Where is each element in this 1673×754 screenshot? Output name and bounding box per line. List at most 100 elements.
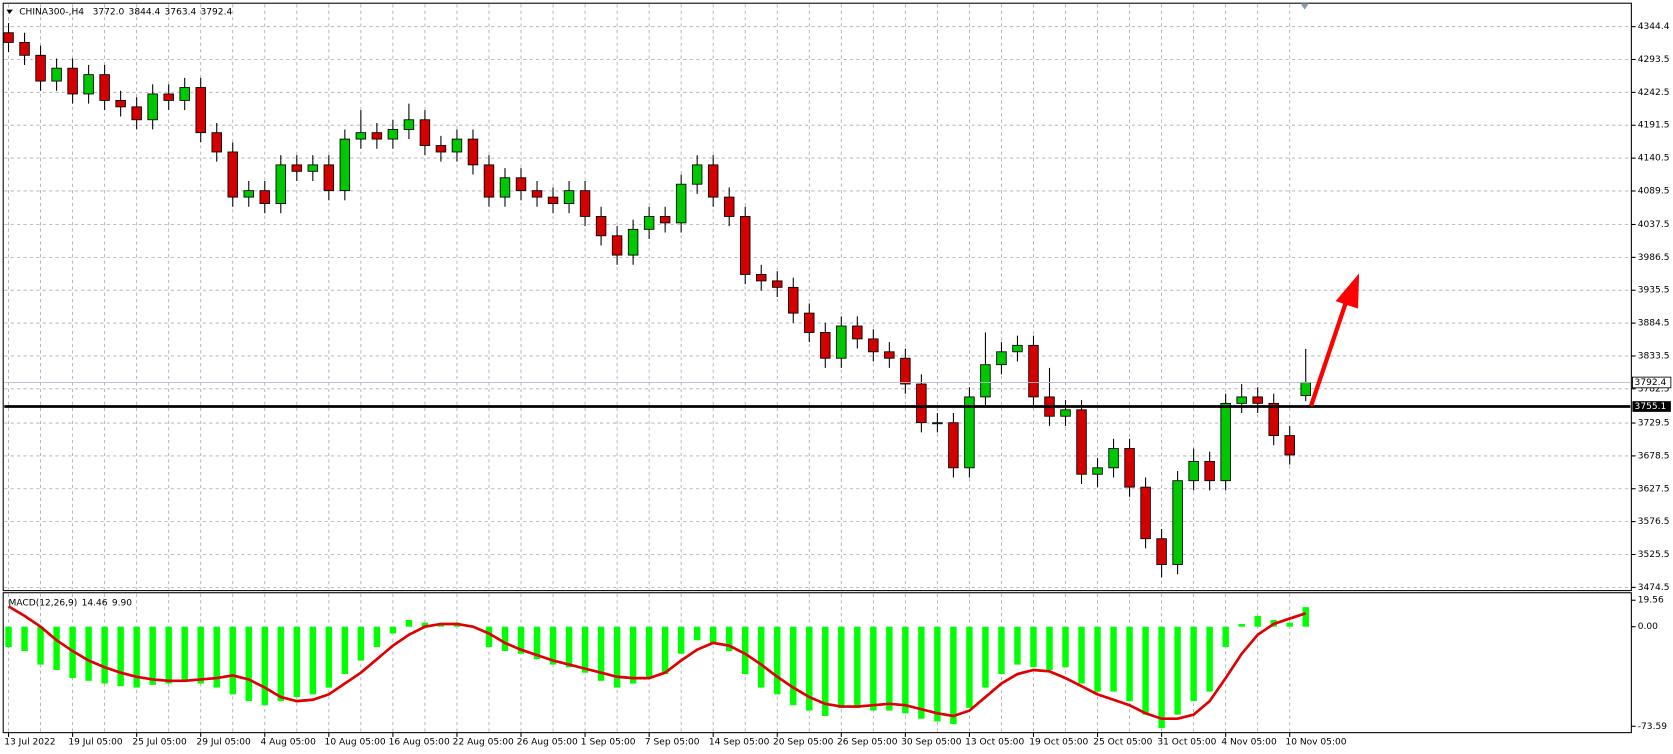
candle-body — [3, 32, 14, 43]
x-tick-label: 19 Jul 05:00 — [68, 738, 123, 748]
macd-bar — [565, 626, 573, 668]
macd-bar — [790, 626, 797, 706]
candle-body — [675, 183, 687, 224]
macd-bar — [1030, 626, 1037, 668]
macd-bar — [373, 626, 381, 647]
y-tick-label: 4140.5 — [1638, 154, 1670, 164]
indicator-value: 14.46 — [82, 598, 108, 608]
macd-bar — [1110, 626, 1117, 692]
candle-body — [691, 164, 703, 185]
y-tick-label: 3833.5 — [1638, 351, 1670, 361]
candle-body — [1092, 467, 1103, 475]
macd-bar — [629, 626, 637, 684]
y-tick-label: 3782.5 — [1638, 384, 1670, 394]
candle-body — [900, 357, 911, 385]
macd-header: MACD(12,26,9) 14.46 9.90 — [9, 598, 133, 608]
bid-price-box — [1632, 376, 1672, 389]
x-tick-label: 14 Sep 05:00 — [709, 738, 770, 748]
y-tick-label: 3986.5 — [1638, 253, 1670, 263]
macd-bar — [1078, 626, 1085, 684]
macd-bar — [677, 626, 685, 654]
x-tick-label: 26 Sep 05:00 — [837, 738, 898, 748]
candle-body — [820, 332, 831, 359]
candle-body — [243, 190, 254, 198]
candle-body — [547, 196, 559, 204]
macd-bar — [309, 626, 317, 695]
macd-bar — [325, 626, 333, 688]
macd-bar — [197, 626, 204, 684]
macd-bar — [277, 626, 284, 702]
candle-body — [1300, 382, 1311, 397]
candle-body — [403, 119, 415, 130]
y-tick-label: 3525.5 — [1638, 550, 1670, 560]
y-tick-label: -73.59 — [1638, 722, 1667, 732]
candle-body — [1188, 460, 1199, 482]
candle-body — [1108, 448, 1119, 469]
candle-body — [1076, 409, 1087, 475]
ohlc-value: 3844.4 — [129, 7, 161, 17]
macd-bar — [501, 626, 509, 652]
candle-body — [964, 396, 975, 469]
bid-price-label: 3792.4 — [1635, 378, 1667, 388]
candle-body — [1028, 344, 1039, 398]
candle-body — [980, 364, 991, 398]
marks-layer — [3, 23, 1631, 729]
macd-bar — [806, 626, 813, 711]
macd-bar — [37, 626, 44, 665]
x-tick-label: 4 Aug 05:00 — [261, 738, 317, 748]
x-tick-label: 25 Jul 05:00 — [132, 738, 187, 748]
macd-bar — [549, 626, 557, 665]
macd-bar — [389, 626, 397, 634]
price-panel-frame — [2, 2, 1632, 592]
macd-bar — [774, 626, 781, 695]
macd-bar — [838, 626, 845, 708]
macd-bar — [1014, 626, 1021, 665]
candle-body — [1156, 538, 1167, 565]
candle-body — [291, 164, 303, 172]
x-tick-label: 20 Sep 05:00 — [773, 738, 834, 748]
macd-bar — [1062, 626, 1069, 668]
macd-bar — [341, 626, 349, 675]
y-tick-label: 3935.5 — [1638, 286, 1670, 296]
candle-body — [755, 274, 767, 282]
candle-body — [948, 422, 959, 469]
macd-bar — [261, 626, 268, 706]
macd-bar — [101, 626, 108, 684]
indicator-value: 9.90 — [112, 598, 132, 608]
candle-body — [467, 138, 479, 166]
macd-bar — [966, 626, 973, 708]
candle-body — [99, 74, 110, 101]
y-tick-label: 4089.5 — [1638, 186, 1670, 196]
macd-bar — [854, 626, 861, 708]
candle-body — [1268, 402, 1279, 437]
x-tick-label: 26 Aug 05:00 — [517, 738, 578, 748]
macd-bar — [902, 626, 909, 714]
y-tick-label: 0.00 — [1638, 622, 1658, 632]
macd-bar — [149, 626, 156, 685]
macd-bar — [950, 626, 957, 725]
symbol-title: CHINA300-,H4 — [19, 7, 84, 17]
candle-body — [1204, 460, 1215, 482]
macd-bar — [405, 619, 413, 627]
candle-body — [35, 54, 46, 82]
candle-body — [115, 99, 126, 108]
macd-bar — [709, 626, 717, 643]
y-tick-label: 4037.5 — [1638, 220, 1670, 230]
macd-bar — [21, 626, 28, 652]
candle-body — [355, 132, 367, 140]
candle-body — [259, 190, 271, 204]
macd-bar — [485, 626, 493, 647]
ohlc-value: 3792.4 — [201, 7, 233, 17]
macd-bar — [1094, 626, 1101, 692]
candle-body — [275, 164, 287, 204]
macd-bar — [613, 626, 621, 688]
candle-body — [147, 93, 158, 121]
x-tick-label: 16 Aug 05:00 — [389, 738, 450, 748]
x-tick-label: 13 Jul 2022 — [4, 738, 55, 748]
candle-body — [643, 216, 655, 230]
arrow-shaft — [1309, 300, 1349, 407]
macd-bar — [998, 626, 1005, 675]
macd-bar — [1206, 626, 1213, 692]
macd-panel-frame — [2, 592, 1632, 734]
